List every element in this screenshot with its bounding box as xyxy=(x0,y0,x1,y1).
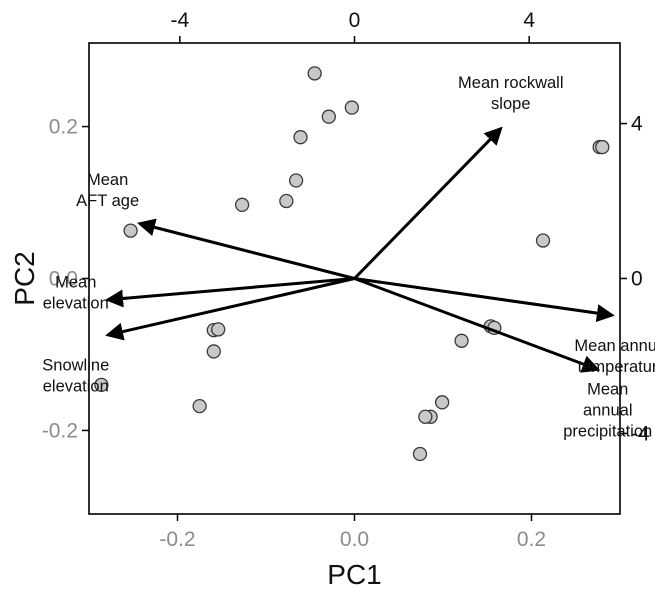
left-tick-label: 0.0 xyxy=(49,268,78,291)
loading-arrow xyxy=(137,218,355,280)
data-point xyxy=(595,139,610,155)
bottom-tick-label: -0.2 xyxy=(159,528,195,551)
data-point xyxy=(279,193,294,209)
vector-label: annual xyxy=(583,402,633,420)
data-point xyxy=(412,446,428,462)
data-point xyxy=(434,395,450,410)
top-tick-label: 0 xyxy=(349,9,361,32)
bottom-tick-label: 0.2 xyxy=(517,528,546,551)
left-tick-label: 0.2 xyxy=(49,116,78,139)
data-point xyxy=(293,130,308,145)
data-point xyxy=(344,100,359,115)
vector-label: Mean xyxy=(587,381,628,399)
right-tick-label: 4 xyxy=(631,113,643,136)
vector-label: Mean xyxy=(55,273,96,291)
vector-label: Mean rockwall xyxy=(458,74,563,92)
vector-label: temperature xyxy=(578,358,655,376)
data-point xyxy=(94,377,109,393)
bottom-tick-label: 0.0 xyxy=(340,528,369,551)
vector-label: AFT age xyxy=(76,192,139,210)
vector-label: precipitation xyxy=(563,423,652,441)
vector-label: slope xyxy=(491,95,530,113)
data-point xyxy=(211,322,226,337)
data-point xyxy=(535,233,551,248)
data-point xyxy=(234,197,250,212)
data-point xyxy=(288,173,304,188)
axis-ticks: -0.2 0.0 0.2 -0.2 0.0 0.2 -4 0 4 -4 0 4 xyxy=(42,9,650,551)
loading-vectors xyxy=(105,126,615,373)
left-tick-label: -0.2 xyxy=(42,419,78,442)
data-point xyxy=(206,344,221,359)
data-point xyxy=(123,223,138,238)
vector-label: elevation xyxy=(43,378,109,396)
vector-labels: Mean rockwall slope Mean AFT age Mean annual… xyxy=(42,74,655,440)
loading-arrow xyxy=(353,277,601,373)
loading-arrow xyxy=(353,126,503,280)
data-point xyxy=(307,66,322,81)
top-tick-label: -4 xyxy=(170,9,189,32)
data-point xyxy=(454,333,469,348)
x-axis-title: PC1 xyxy=(327,559,381,589)
vector-label: elevation xyxy=(43,294,109,312)
observation-points xyxy=(94,66,610,462)
right-tick-label: -4 xyxy=(631,422,650,445)
vector-label: Mean xyxy=(87,171,128,189)
vector-label: Snowline xyxy=(42,357,109,375)
vector-label: Mean annual xyxy=(574,337,655,355)
top-tick-label: 4 xyxy=(523,9,535,32)
y-axis-title: PC2 xyxy=(9,251,40,305)
data-point xyxy=(321,109,336,124)
right-tick-label: 0 xyxy=(631,268,643,291)
loading-arrow xyxy=(354,277,615,323)
data-point xyxy=(418,409,433,424)
loading-arrow xyxy=(105,277,355,308)
loading-arrow xyxy=(105,277,355,341)
data-point xyxy=(192,398,207,414)
